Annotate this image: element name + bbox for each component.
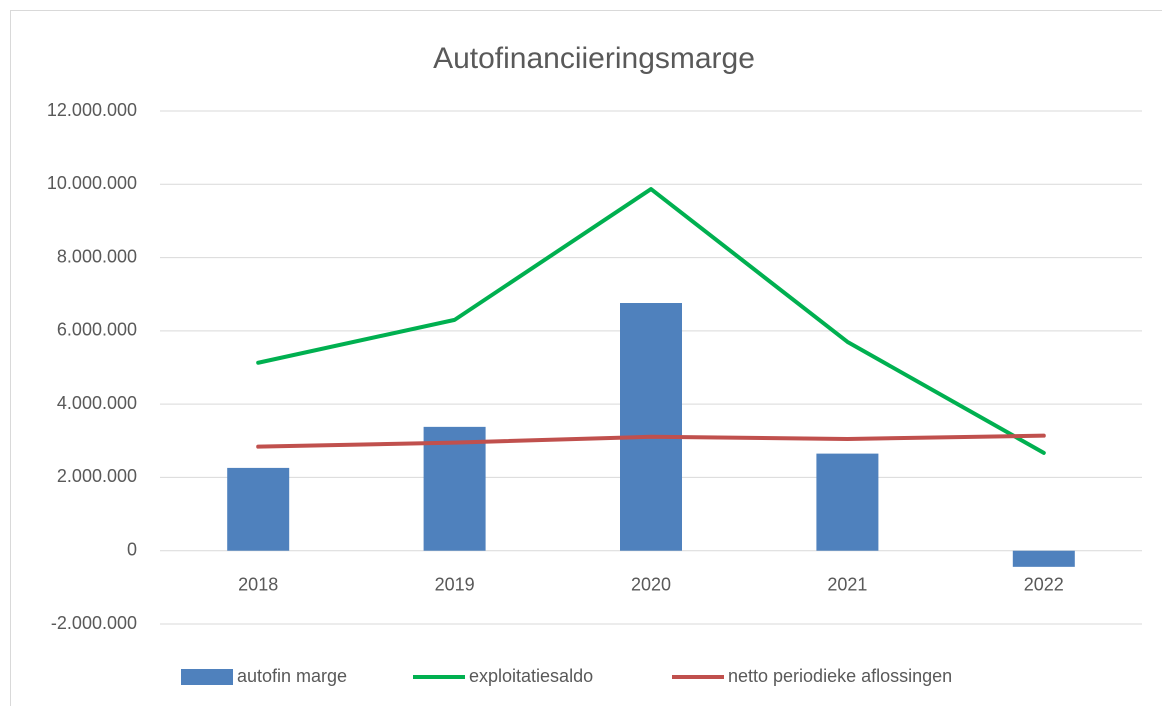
y-tick-label: 6.000.000 (57, 320, 137, 340)
legend-label: netto periodieke aflossingen (728, 666, 952, 686)
y-tick-label: 10.000.000 (47, 173, 137, 193)
y-tick-label: 0 (127, 539, 137, 559)
bar (816, 453, 879, 551)
bar (620, 303, 682, 551)
x-tick-label: 2022 (1024, 574, 1064, 594)
x-tick-label: 2019 (435, 574, 475, 594)
chart-frame (10, 10, 1162, 706)
line (256, 433, 1046, 449)
x-tick-label: 2018 (238, 574, 278, 594)
line (256, 187, 1046, 455)
y-tick-label: 8.000.000 (57, 246, 137, 266)
bar (1012, 550, 1075, 567)
bar (227, 467, 290, 551)
y-tick-label: 2.000.000 (57, 466, 137, 486)
y-tick-label: 4.000.000 (57, 393, 137, 413)
chart-title: Autofinanciieringsmarge (433, 42, 755, 75)
legend-label: exploitatiesaldo (469, 666, 593, 686)
x-tick-label: 2020 (631, 574, 671, 594)
legend-label: autofin marge (237, 666, 347, 686)
y-tick-label: 12.000.000 (47, 100, 137, 120)
legend-swatch (181, 669, 233, 685)
bar (423, 426, 486, 551)
x-tick-label: 2021 (827, 574, 867, 594)
y-tick-label: -2.000.000 (51, 613, 137, 633)
